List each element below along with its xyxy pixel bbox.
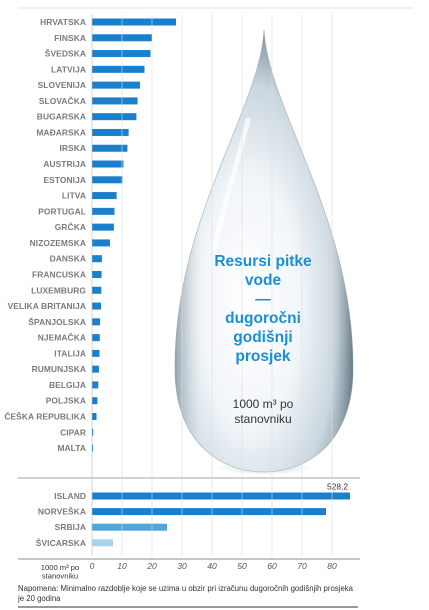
bar-group-other: ISLAND 528,2 NORVEŠKA SRBIJA ŠVICARSKA — [18, 477, 360, 548]
x-tick-label: 50 — [237, 561, 247, 571]
category-label: GRČKA — [55, 221, 86, 232]
bar — [92, 128, 129, 136]
bar — [92, 413, 97, 420]
category-label: IRSKA — [59, 143, 86, 153]
drop-title-line: godišnji — [233, 329, 293, 346]
category-label: DANSKA — [50, 254, 86, 264]
category-label: ISLAND — [54, 491, 86, 501]
bar — [92, 523, 167, 531]
bar — [92, 160, 124, 168]
bar — [92, 223, 114, 231]
category-label: MAĐARSKA — [36, 127, 86, 137]
drop-title-line: — — [255, 291, 271, 308]
category-label: BELGIJA — [49, 380, 86, 390]
category-label: SLOVAČKA — [39, 95, 86, 106]
drop-title-line: vode — [244, 272, 282, 289]
bar — [92, 334, 100, 342]
category-label: ESTONIJA — [43, 175, 86, 185]
x-tick-label: 30 — [177, 561, 187, 571]
drop-title-line: dugoročni — [225, 310, 301, 327]
category-label: CIPAR — [60, 427, 86, 437]
category-label: BUGARSKA — [37, 112, 86, 122]
bar — [92, 539, 113, 547]
bar — [92, 239, 110, 247]
x-tick-label: 70 — [297, 561, 307, 571]
water-drop-illustration — [174, 29, 354, 475]
bar — [92, 144, 128, 152]
bar — [92, 318, 101, 326]
bar — [92, 18, 176, 26]
bar — [92, 270, 102, 278]
x-tick-label: 10 — [117, 561, 127, 571]
x-tick-label: 40 — [207, 561, 217, 571]
bar — [92, 349, 100, 357]
unit-label: 1000 m³ po — [41, 563, 79, 572]
x-tick-label: 80 — [327, 561, 337, 571]
category-label: AUSTRIJA — [43, 159, 86, 169]
drop-title: Resursi pitke vode — dugoročni godišnji prosj… — [198, 252, 328, 366]
category-label: ŠPANJOLSKA — [28, 316, 86, 327]
category-label: NJEMAČKA — [38, 332, 86, 343]
drop-subtitle-line: 1000 m³ po — [232, 397, 294, 411]
bar — [92, 50, 151, 58]
bar — [92, 492, 350, 500]
data-label: 528,2 — [327, 482, 348, 492]
drop-subtitle: 1000 m³ po stanovniku — [198, 397, 328, 427]
category-label: MALTA — [57, 443, 86, 453]
category-label: LUXEMBURG — [31, 285, 86, 295]
bar — [92, 255, 102, 263]
bar — [92, 381, 99, 389]
bar — [92, 113, 137, 121]
bar — [92, 81, 140, 89]
x-tick-label: 60 — [267, 561, 277, 571]
footnote: Napomena: Minimalno razdoblje koje se uz… — [18, 584, 354, 603]
bar — [92, 302, 101, 310]
drop-subtitle-line: stanovniku — [234, 412, 292, 426]
category-label: NIZOZEMSKA — [30, 238, 86, 248]
bar — [92, 365, 99, 373]
bar — [92, 207, 115, 215]
category-label: ŠVICARSKA — [36, 537, 86, 548]
category-label: ITALIJA — [54, 348, 86, 358]
unit-label: stanovniku — [42, 571, 78, 580]
category-label: LITVA — [62, 191, 86, 201]
bar — [92, 65, 145, 73]
category-label: SRBIJA — [55, 522, 86, 532]
category-label: NORVEŠKA — [38, 506, 86, 517]
bar — [92, 444, 93, 452]
drop-title-line: prosjek — [235, 348, 291, 365]
bar — [92, 428, 94, 436]
bar — [92, 192, 117, 200]
category-label: HRVATSKA — [40, 17, 86, 27]
category-label: LATVIJA — [51, 64, 86, 74]
bar — [92, 286, 102, 294]
drop-title-line: Resursi pitke — [214, 253, 312, 270]
category-label: POLJSKA — [46, 396, 86, 406]
category-label: PORTUGAL — [38, 206, 86, 216]
bar — [92, 97, 138, 105]
category-label: ČEŠKA REPUBLIKA — [4, 411, 86, 422]
x-tick-label: 0 — [90, 561, 95, 571]
category-label: FINSKA — [54, 33, 86, 43]
bar — [92, 397, 98, 405]
bar — [92, 508, 326, 516]
category-label: VELIKA BRITANIJA — [8, 301, 86, 311]
bar — [92, 176, 123, 184]
category-label: FRANCUSKA — [32, 269, 86, 279]
category-label: RUMUNJSKA — [32, 364, 86, 374]
category-label: SLOVENIJA — [38, 80, 86, 90]
x-tick-label: 20 — [146, 561, 157, 571]
category-label: ŠVEDSKA — [45, 48, 86, 59]
bar-group-eu: HRVATSKA FINSKA ŠVEDSKA LATVIJA SLOVENIJA SLO… — [4, 17, 176, 453]
